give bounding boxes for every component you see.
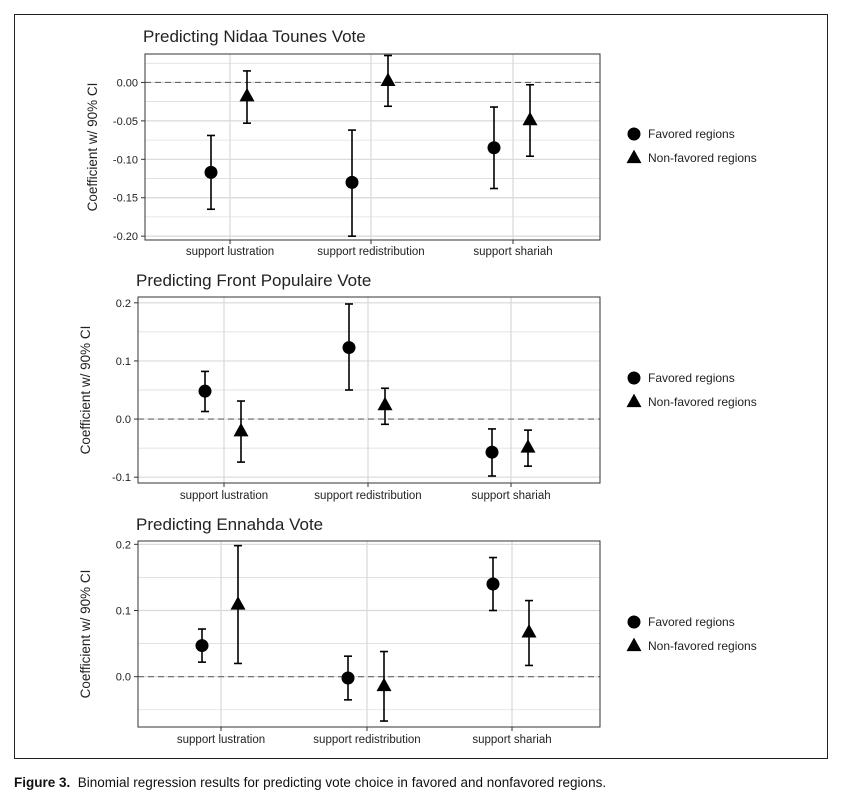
panel-2: Predicting Front Populaire Vote 0.2 0.1 0.0… (78, 271, 757, 502)
x-tick-label: support redistribution (314, 490, 421, 502)
legend-triangle-icon (626, 393, 642, 408)
point-favored (486, 577, 500, 591)
x-tick-label: support lustration (180, 490, 268, 502)
point-favored (198, 384, 212, 398)
legend-label: Non-favored regions (648, 639, 757, 653)
panel-border (137, 540, 601, 728)
legend-triangle-icon (626, 637, 642, 652)
legend-label: Non-favored regions (648, 395, 757, 409)
y-axis-label: Coefficient w/ 90% CI (78, 326, 93, 455)
x-tick-label: support lustration (186, 246, 274, 258)
x-tick-label: support lustration (177, 734, 265, 746)
panel-1: Predicting Nidaa Tounes Vote 0.00 -0.05 -0.… (85, 27, 757, 258)
caption-text: Binomial regression results for predicti… (77, 775, 607, 790)
y-tick-label: 0.0 (116, 414, 131, 426)
panel-border (144, 53, 601, 241)
panel-3: Predicting Ennahda Vote 0.2 0.1 0.0 support … (78, 515, 757, 746)
legend-label: Favored regions (648, 127, 735, 141)
point-favored (204, 165, 218, 179)
x-tick-label: support shariah (473, 246, 552, 258)
legend-label: Favored regions (648, 371, 735, 385)
point-non-favored (233, 422, 249, 437)
legend: Favored regions Non-favored regions (626, 371, 757, 409)
y-tick-label: 0.00 (117, 77, 138, 89)
figure-chart: Predicting Nidaa Tounes Vote 0.00 -0.05 -0.… (78, 27, 757, 746)
panel-border (137, 296, 601, 484)
point-favored (487, 141, 501, 155)
point-non-favored (521, 623, 537, 638)
y-tick-label: 0.2 (116, 298, 131, 310)
caption-label: Figure 3. (14, 775, 71, 790)
y-tick-label: -0.15 (113, 193, 138, 205)
y-axis-label: Coefficient w/ 90% CI (78, 570, 93, 699)
legend: Favored regions Non-favored regions (626, 615, 757, 653)
y-tick-label: 0.1 (116, 606, 131, 618)
y-tick-label: -0.1 (112, 472, 131, 484)
y-tick-label: 0.2 (116, 539, 131, 551)
panel-title: Predicting Nidaa Tounes Vote (143, 27, 366, 46)
point-non-favored (377, 396, 393, 411)
x-tick-label: support shariah (472, 734, 551, 746)
point-favored (345, 175, 359, 189)
legend-circle-icon (627, 615, 641, 629)
legend-circle-icon (627, 371, 641, 385)
point-non-favored (522, 111, 538, 126)
point-non-favored (520, 439, 536, 453)
figure-caption: Figure 3. Binomial regression results fo… (14, 775, 606, 790)
point-non-favored (376, 677, 392, 692)
y-tick-label: -0.10 (113, 154, 138, 166)
y-tick-label: 0.0 (116, 672, 131, 684)
x-tick-label: support redistribution (317, 246, 424, 258)
point-favored (195, 639, 209, 653)
y-tick-label: -0.05 (113, 116, 138, 128)
panel-title: Predicting Ennahda Vote (136, 515, 323, 534)
point-favored (485, 445, 499, 459)
y-tick-label: 0.1 (116, 356, 131, 368)
legend-triangle-icon (626, 149, 642, 164)
legend-label: Non-favored regions (648, 151, 757, 165)
figure-frame (14, 14, 828, 759)
legend: Favored regions Non-favored regions (626, 127, 757, 165)
x-tick-label: support shariah (471, 490, 550, 502)
point-favored (342, 341, 356, 355)
point-non-favored (380, 72, 396, 87)
panel-title: Predicting Front Populaire Vote (136, 271, 371, 290)
point-favored (341, 671, 355, 685)
y-tick-label: -0.20 (113, 231, 138, 243)
x-tick-label: support redistribution (313, 734, 420, 746)
point-non-favored (230, 596, 246, 610)
y-axis-label: Coefficient w/ 90% CI (85, 83, 100, 212)
legend-circle-icon (627, 127, 641, 141)
legend-label: Favored regions (648, 615, 735, 629)
point-non-favored (239, 87, 255, 102)
